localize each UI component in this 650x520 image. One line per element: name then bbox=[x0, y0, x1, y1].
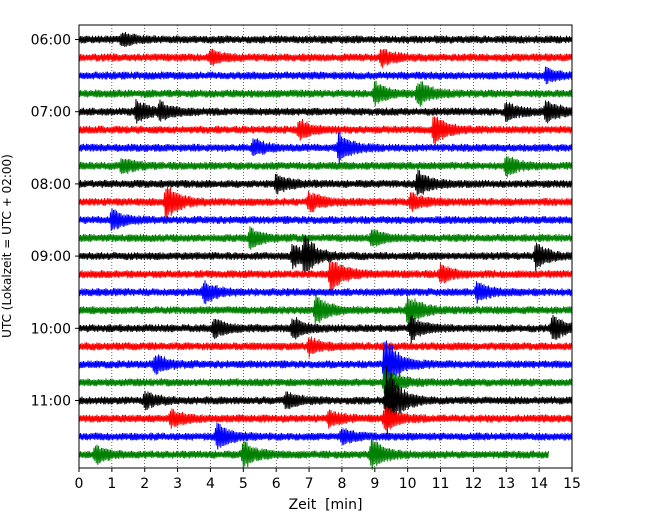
trace-row bbox=[78, 48, 573, 69]
x-tick-label: 12 bbox=[464, 476, 482, 492]
x-tick-label: 1 bbox=[107, 476, 116, 492]
y-tick-label: 10:00 bbox=[31, 321, 71, 337]
trace-row bbox=[78, 368, 573, 399]
y-tick-label: 09:00 bbox=[31, 249, 71, 265]
trace-row bbox=[78, 261, 573, 292]
trace-row bbox=[78, 336, 573, 358]
x-tick-label: 0 bbox=[75, 476, 84, 492]
trace-row bbox=[78, 32, 573, 47]
x-tick-label: 8 bbox=[337, 476, 346, 492]
x-tick-label: 15 bbox=[563, 476, 581, 492]
trace-row bbox=[78, 314, 573, 344]
x-axis-title: Zeit [min] bbox=[289, 497, 363, 513]
trace-row bbox=[78, 208, 573, 231]
x-tick-label: 6 bbox=[272, 476, 281, 492]
x-tick-label: 4 bbox=[206, 476, 215, 492]
x-tick-label: 13 bbox=[497, 476, 515, 492]
trace-row bbox=[78, 422, 573, 450]
x-tick-label: 10 bbox=[399, 476, 417, 492]
seismic-traces bbox=[78, 32, 573, 470]
trace-row bbox=[78, 293, 573, 327]
trace-row bbox=[78, 132, 573, 165]
trace-row bbox=[78, 169, 573, 196]
x-tick-label: 3 bbox=[173, 476, 182, 492]
trace-row bbox=[78, 98, 573, 124]
x-tick-label: 2 bbox=[140, 476, 149, 492]
trace-row bbox=[78, 365, 573, 437]
x-tick-label: 5 bbox=[239, 476, 248, 492]
y-tick-label: 08:00 bbox=[31, 177, 71, 193]
trace-row bbox=[78, 156, 573, 178]
y-axis-ticks: 06:00 07:00 08:00 09:00 10:00 11:00 bbox=[31, 33, 79, 410]
trace-row bbox=[78, 406, 573, 431]
trace-row bbox=[78, 80, 573, 107]
y-tick-label: 07:00 bbox=[31, 105, 71, 121]
x-axis-ticks: 0 1 2 3 4 5 6 7 8 9 10 11 12 13 14 15 bbox=[75, 468, 581, 492]
x-tick-label: 11 bbox=[432, 476, 450, 492]
y-tick-label: 06:00 bbox=[31, 33, 71, 49]
trace-row bbox=[78, 226, 573, 250]
trace-row bbox=[78, 186, 573, 222]
trace-row bbox=[78, 340, 573, 389]
trace-row bbox=[78, 280, 573, 305]
plot-background bbox=[79, 25, 572, 468]
trace-row bbox=[78, 436, 549, 470]
y-tick-label: 11:00 bbox=[31, 394, 71, 410]
plot-frame bbox=[78, 24, 573, 469]
trace-row bbox=[78, 66, 573, 85]
x-tick-label: 9 bbox=[370, 476, 379, 492]
x-tick-label: 14 bbox=[530, 476, 548, 492]
trace-row bbox=[78, 235, 573, 274]
y-axis-title: UTC (Lokalzeit = UTC + 02:00) bbox=[0, 154, 14, 338]
trace-row bbox=[78, 116, 573, 147]
x-tick-label: 7 bbox=[305, 476, 314, 492]
